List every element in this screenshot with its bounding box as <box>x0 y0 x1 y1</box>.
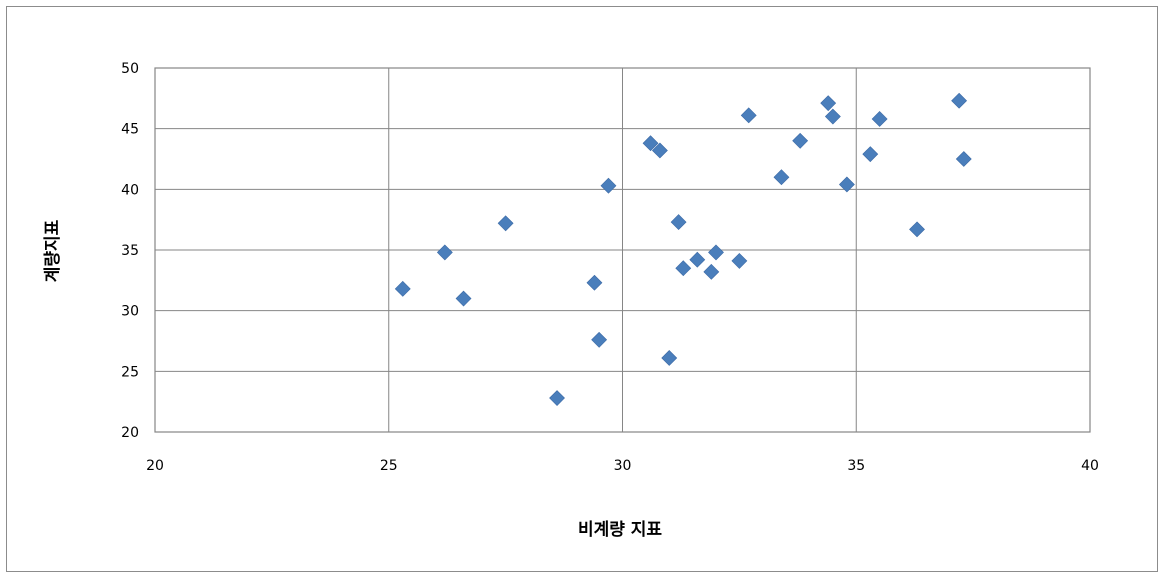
x-axis-title: 비계량 지표 <box>578 520 662 540</box>
x-tick-label: 20 <box>146 458 164 474</box>
data-point <box>820 95 837 112</box>
data-point <box>708 244 724 261</box>
data-point <box>862 146 879 163</box>
data-point <box>689 251 706 268</box>
data-point <box>731 252 748 269</box>
data-point <box>740 107 757 124</box>
data-point <box>792 132 809 149</box>
data-point <box>642 135 659 152</box>
data-point <box>455 290 472 307</box>
data-point <box>824 108 841 125</box>
y-tick-label: 40 <box>121 182 139 198</box>
y-tick-label: 35 <box>121 243 139 259</box>
data-point <box>838 176 855 193</box>
plot-area <box>154 67 1091 433</box>
data-point <box>909 221 925 238</box>
data-point <box>436 244 453 261</box>
y-tick-label: 20 <box>121 425 139 441</box>
gridlines <box>155 68 1090 432</box>
data-point <box>586 274 603 291</box>
data-point <box>703 263 720 280</box>
x-tick-label: 25 <box>380 458 398 474</box>
x-tick-label: 30 <box>614 458 632 474</box>
tick-labels: 20 25 30 35 40 20 25 30 35 40 45 50 <box>121 61 1099 474</box>
data-point <box>675 260 692 277</box>
data-point <box>773 169 790 186</box>
data-point <box>591 331 608 348</box>
data-point <box>955 151 972 167</box>
data-point <box>871 111 888 127</box>
data-point <box>549 390 565 406</box>
data-points <box>394 92 972 406</box>
data-point <box>600 177 617 194</box>
data-point <box>394 280 411 297</box>
data-point <box>661 350 678 366</box>
x-tick-label: 35 <box>847 458 865 474</box>
y-tick-label: 50 <box>121 61 139 77</box>
y-tick-label: 45 <box>121 122 139 138</box>
data-point <box>670 214 687 231</box>
data-point <box>951 92 968 109</box>
y-tick-label: 30 <box>121 304 139 320</box>
y-tick-label: 25 <box>121 364 139 380</box>
data-point <box>497 215 514 232</box>
data-point <box>651 142 668 159</box>
x-tick-label: 40 <box>1081 458 1099 474</box>
y-axis-title: 계량지표 <box>43 219 63 282</box>
